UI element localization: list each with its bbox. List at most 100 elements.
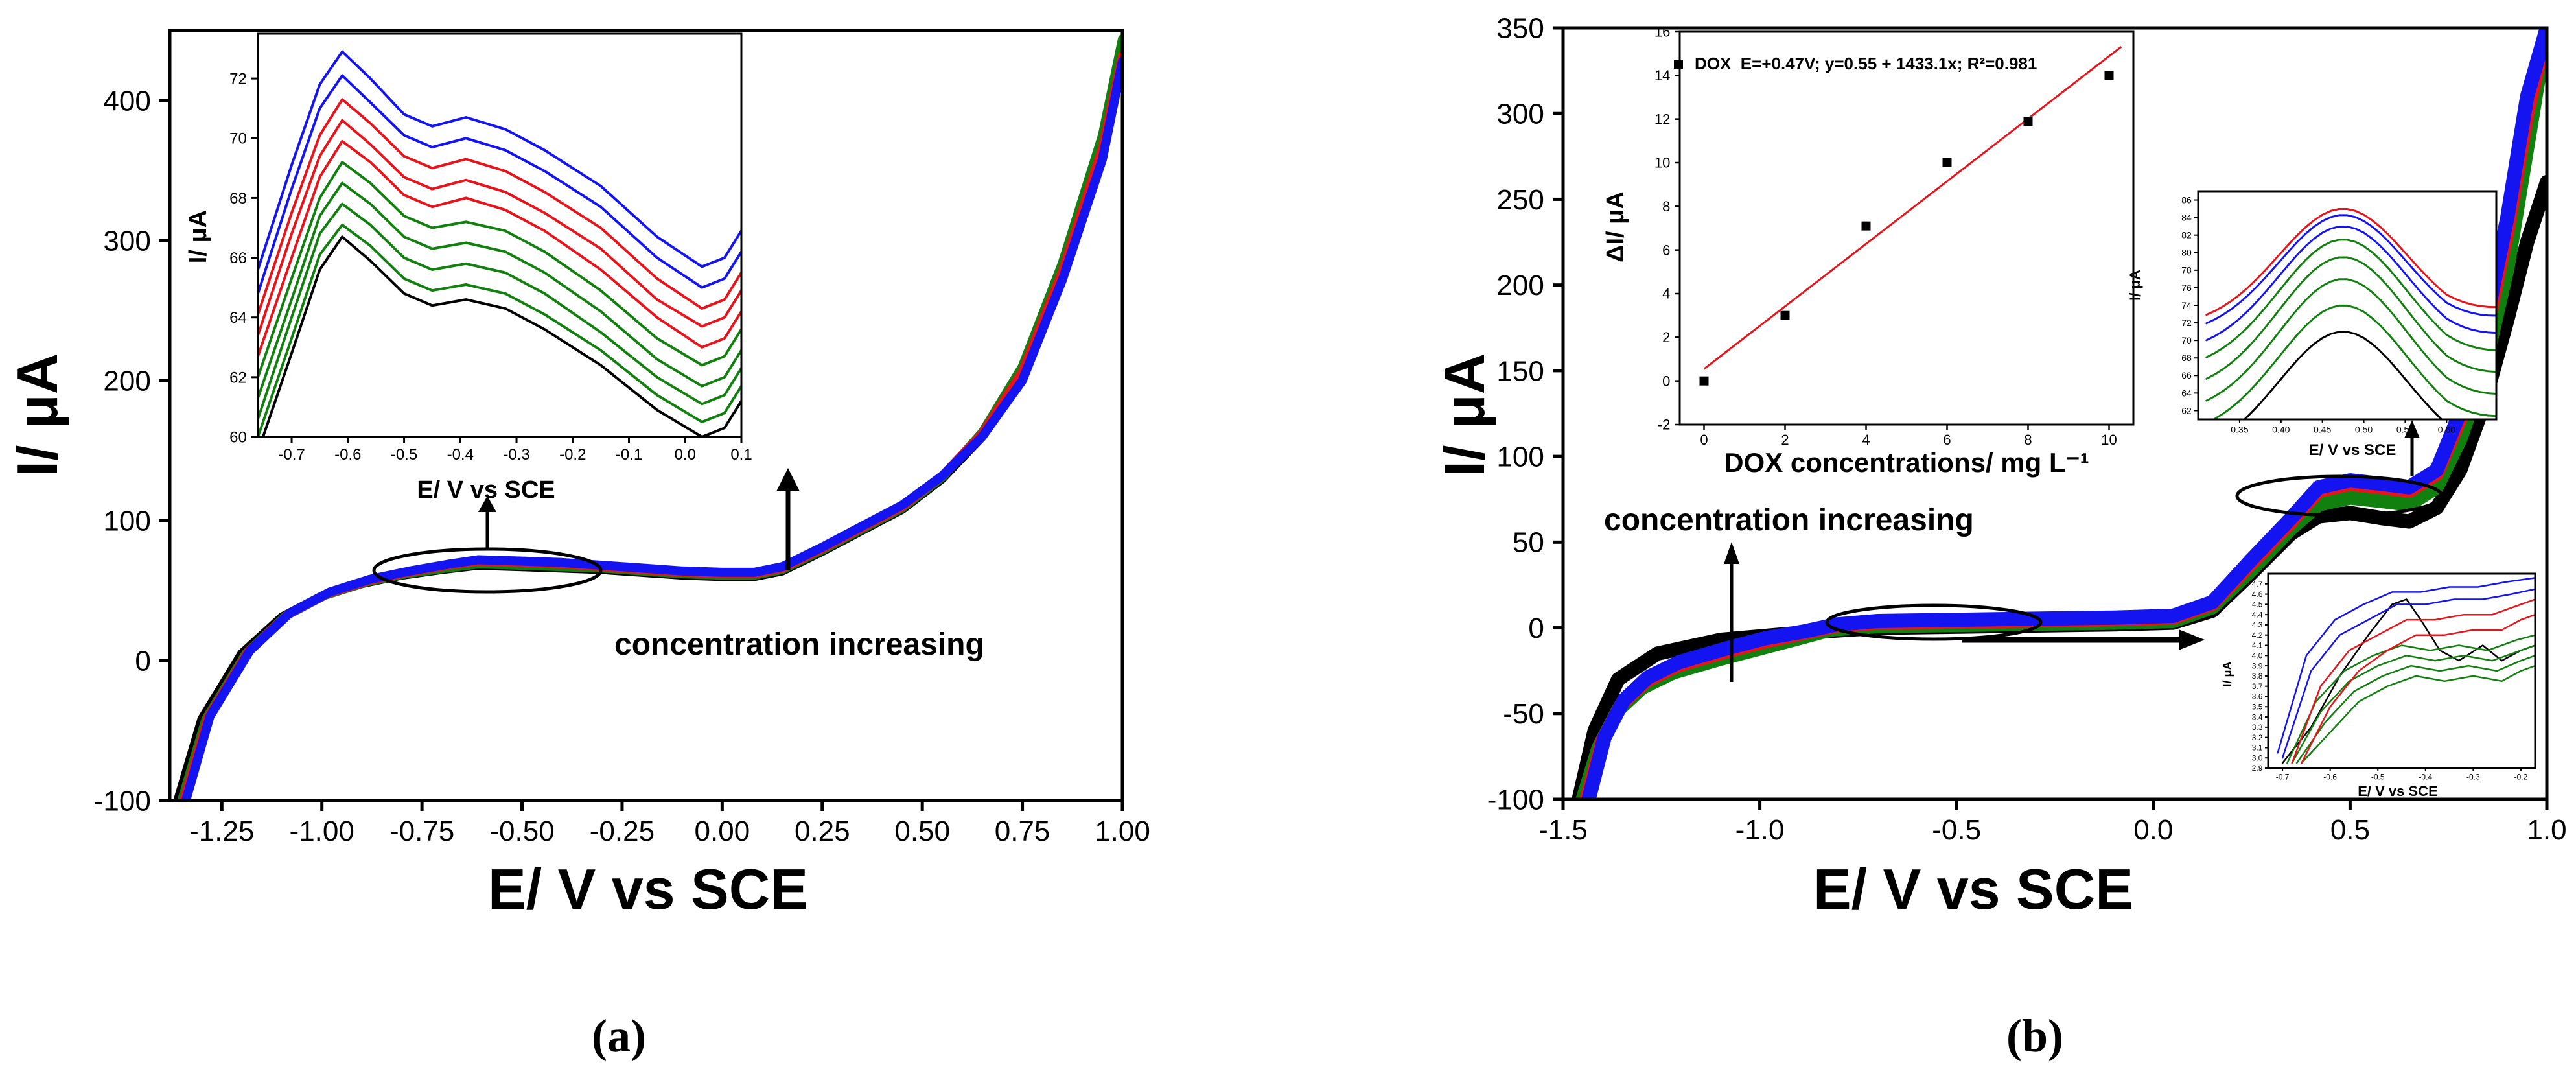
- panel-a-inset-series-red1: [258, 139, 741, 358]
- panel-a-y-tick-label: 200: [103, 365, 150, 397]
- calibration-inset-y-label: ΔI/ μA: [1602, 191, 1629, 263]
- panel-b-y-tick-label: -100: [1487, 784, 1544, 815]
- panel-b-y-axis-label: I/ μA: [1432, 353, 1496, 477]
- calibration-legend-marker: [1674, 60, 1683, 69]
- calibration-legend-text: DOX_E=+0.47V; y=0.55 + 1433.1x; R²=0.981: [1695, 54, 2037, 73]
- panel-b-peak-ellipse: [2235, 474, 2444, 517]
- panel-b-frame: [1561, 26, 2549, 801]
- panel-a-concentration-label: concentration increasing: [614, 627, 984, 662]
- panel-b-x-tick-label: 0.0: [2133, 814, 2173, 846]
- small-inset-y-tick-label: 3.9: [2252, 661, 2263, 670]
- panel-a-x-tick-label: 0.25: [795, 815, 850, 847]
- panel-b-y-tick-label: 300: [1496, 99, 1544, 130]
- panel-a-x-axis-label: E/ V vs SCE: [488, 857, 808, 921]
- panel-b-y-tick-label: -50: [1503, 698, 1544, 730]
- panel-a-inset-series-red2: [258, 119, 741, 337]
- panel-a-inset-x-tick-label: -0.3: [503, 446, 529, 463]
- peak-inset-y-tick-label: 72: [2181, 318, 2192, 328]
- calibration-inset-x-tick-label: 0: [1700, 432, 1708, 448]
- peak-inset-series-blue2: [2205, 214, 2496, 325]
- calibration-inset-x-tick-label: 8: [2024, 432, 2032, 448]
- small-inset-y-tick-label: 3.6: [2252, 692, 2263, 701]
- panel-a-inset-x-tick-label: -0.4: [447, 446, 474, 463]
- peak-inset-ticks: 0.35 0.40 0.45 0.50 0.55 0.60 62 64 66 68 70 72 74 76…: [2181, 194, 2455, 434]
- calibration-data-point: [1861, 221, 1871, 231]
- small-inset-y-tick-label: 4.6: [2252, 590, 2263, 599]
- panel-a-frame: [168, 29, 1124, 802]
- panel-a-series: [173, 34, 1122, 801]
- panel-b-x-tick-label: -1.0: [1735, 814, 1785, 846]
- panel-b-x-tick-label: -0.5: [1932, 814, 1981, 846]
- panel-a-inset-x-tick-label: -0.7: [278, 446, 305, 463]
- small-inset-background: [2268, 574, 2535, 768]
- panel-a-x-tick-label: -0.75: [389, 815, 454, 847]
- calibration-inset-y-tick-label: 6: [1662, 242, 1670, 258]
- peak-inset-x-tick-label: 0.55: [2396, 425, 2414, 435]
- calibration-inset-y-tick-label: -2: [1658, 417, 1671, 433]
- panel-a-x-tick-label: -1.00: [290, 815, 354, 847]
- calibration-inset-x-tick-label: 2: [1781, 432, 1789, 448]
- panel-b: -1.5 -1.0 -0.5 0.0 0.5 1.0-100-50050100150200…: [1432, 12, 2567, 1062]
- panel-a-inset-series-green1: [258, 223, 741, 437]
- panel-a: -1.25 -1.00 -0.75 -0.50 -0.25 0.00 0.25 0.50 0.7…: [5, 29, 1150, 1062]
- panel-a-inset-series-blue2: [258, 50, 741, 271]
- panel-a-inset-background: [258, 34, 741, 437]
- peak-inset-y-tick-label: 76: [2181, 283, 2192, 293]
- calibration-inset-frame: [1678, 30, 2135, 426]
- panel-b-series: [1572, 28, 2547, 799]
- peak-inset-x-tick-label: 0.35: [2231, 425, 2248, 435]
- small-inset-series-green2: [2295, 655, 2535, 764]
- peak-inset-x-tick-label: 0.40: [2272, 425, 2290, 435]
- panel-a-inset-y-tick-label: 62: [229, 369, 247, 386]
- calibration-inset-y-tick-label: 16: [1654, 24, 1670, 40]
- small-inset-y-tick-label: 4.5: [2252, 600, 2263, 609]
- panel-b-concentration-arrowhead: [1724, 542, 1739, 564]
- calibration-data-point: [1699, 376, 1709, 386]
- panel-a-up-arrowhead-small: [478, 496, 496, 512]
- calibration-inset-x-label: DOX concentrations/ mg L⁻¹: [1724, 447, 2089, 478]
- small-inset-series-blue1: [2281, 588, 2535, 759]
- small-inset-ticks: -0.7 -0.6 -0.5 -0.4 -0.3 -0.2 2.9 3.03.1 3.23.3 3…: [2252, 580, 2528, 782]
- small-inset-y-tick-label: 4.0: [2252, 651, 2263, 661]
- calibration-inset-x-tick-label: 4: [1862, 432, 1870, 448]
- panel-a-x-tick-label: -0.25: [590, 815, 655, 847]
- panel-a-y-tick-label: 400: [103, 85, 150, 117]
- small-inset-y-tick-label: 3.2: [2252, 733, 2263, 742]
- panel-a-inset-series-blue1: [258, 74, 741, 295]
- small-inset-x-tick-label: -0.7: [2276, 773, 2290, 782]
- peak-inset-y-tick-label: 78: [2181, 265, 2192, 275]
- peak-inset-series-green3: [2205, 256, 2496, 380]
- small-inset-series-green4: [2286, 634, 2535, 764]
- peak-inset-x-tick-label: 0.45: [2314, 425, 2331, 435]
- panel-a-inset-x-tick-label: -0.5: [391, 446, 417, 463]
- peak-inset-y-tick-label: 86: [2181, 194, 2192, 205]
- panel-b-y-tick-label: 150: [1496, 355, 1544, 387]
- panel-a-x-tick-label: 1.00: [1095, 815, 1150, 847]
- panel-a-inset-y-label: I/ μA: [185, 210, 212, 263]
- small-inset-x-tick-label: -0.5: [2371, 773, 2385, 782]
- panel-b-left-ellipse: [1825, 603, 2043, 641]
- panel-a-y-tick-label: 0: [135, 645, 150, 677]
- calibration-inset-y-tick-label: 4: [1662, 286, 1670, 302]
- peak-inset-series-black: [2243, 331, 2444, 419]
- calibration-inset-y-tick-label: 12: [1654, 111, 1670, 127]
- panel-a-caption: (a): [592, 1010, 646, 1062]
- small-inset-y-tick-label: 3.0: [2252, 753, 2263, 762]
- calibration-fit-line: [1703, 46, 2122, 370]
- panel-a-x-tick-label: 0.50: [894, 815, 950, 847]
- panel-b-y-tick-label: 0: [1528, 613, 1544, 644]
- panel-a-inset-y-tick-label: 72: [229, 71, 247, 88]
- peak-inset-x-label: E/ V vs SCE: [2309, 441, 2396, 459]
- peak-inset-series-blue1: [2205, 226, 2496, 342]
- calibration-inset-y-tick-label: 0: [1662, 373, 1670, 389]
- panel-a-concentration-arrowhead: [776, 468, 800, 491]
- peak-inset-y-tick-label: 82: [2181, 230, 2192, 240]
- peak-inset-x-tick-label: 0.60: [2438, 425, 2455, 435]
- calibration-data-point: [1942, 158, 1952, 167]
- panel-b-small-inset: -0.7 -0.6 -0.5 -0.4 -0.3 -0.2 2.9 3.03.1 3.23.3 3…: [2221, 572, 2536, 799]
- small-inset-series-green1: [2301, 664, 2535, 764]
- peak-inset-y-tick-label: 68: [2181, 353, 2192, 363]
- small-inset-y-tick-label: 3.4: [2252, 712, 2263, 721]
- panel-a-x-tick-label: 0.00: [695, 815, 750, 847]
- small-inset-y-tick-label: 3.8: [2252, 672, 2263, 681]
